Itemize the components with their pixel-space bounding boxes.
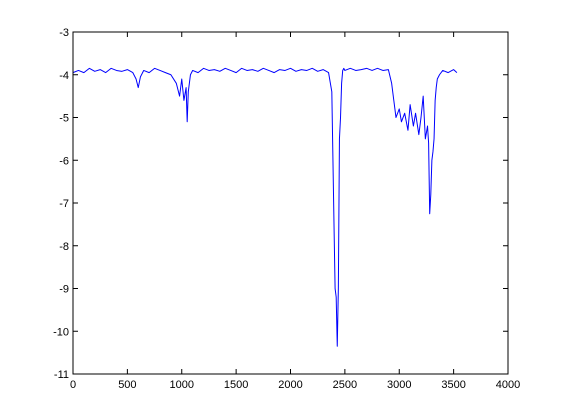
y-tick-label: -11 (54, 369, 69, 381)
y-tick-label: -7 (59, 198, 69, 210)
x-tick-label: 1500 (224, 379, 248, 391)
x-tick-label: 500 (118, 379, 136, 391)
y-tick-label: -4 (59, 70, 69, 82)
x-tick-label: 2500 (333, 379, 357, 391)
plot-area (73, 32, 508, 374)
series-line-1 (72, 67, 458, 347)
y-tick-label: -10 (53, 326, 69, 338)
y-tick-label: -6 (59, 155, 69, 167)
y-axis: -3 -4 -5 -6 -7 -8 -9 -10 -11 (53, 27, 508, 381)
x-tick-label: 1000 (170, 379, 194, 391)
x-tick-label: 4000 (496, 379, 520, 391)
y-tick-label: -8 (59, 241, 69, 253)
x-tick-label: 0 (70, 379, 76, 391)
x-tick-label: 3500 (441, 379, 465, 391)
x-tick-label: 2000 (278, 379, 302, 391)
y-tick-label: -5 (59, 113, 69, 125)
y-tick-label: -9 (59, 284, 69, 296)
x-tick-label: 3000 (387, 379, 411, 391)
x-axis: 0 500 1000 1500 2000 2500 3000 3500 4000 (70, 32, 520, 391)
y-tick-label: -3 (59, 27, 69, 39)
series-layer (72, 67, 458, 347)
